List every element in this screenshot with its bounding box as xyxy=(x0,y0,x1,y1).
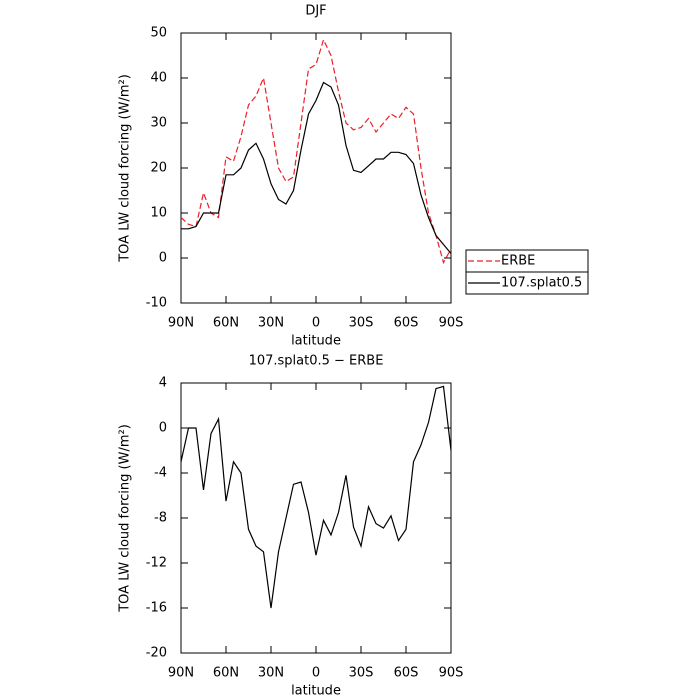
x-tick-label: 30S xyxy=(349,316,374,331)
y-tick-label: -4 xyxy=(154,466,167,481)
y-tick-label: -16 xyxy=(146,601,167,616)
legend-label: ERBE xyxy=(501,254,535,269)
y-axis-label: TOA LW cloud forcing (W/m²) xyxy=(118,74,133,263)
chart-title: DJF xyxy=(305,4,326,19)
x-tick-label: 30N xyxy=(258,666,284,681)
y-tick-label: -12 xyxy=(146,556,167,571)
y-tick-label: 4 xyxy=(159,376,167,391)
y-tick-label: 30 xyxy=(150,116,167,131)
y-tick-label: -10 xyxy=(146,296,167,311)
x-tick-label: 60S xyxy=(394,316,419,331)
y-tick-label: 40 xyxy=(150,71,167,86)
legend-label: 107.splat0.5 xyxy=(501,276,582,291)
x-tick-label: 0 xyxy=(312,316,320,331)
x-tick-label: 30N xyxy=(258,316,284,331)
y-tick-label: 50 xyxy=(150,26,167,41)
series-line xyxy=(180,38,452,265)
y-tick-label: 0 xyxy=(159,251,167,266)
y-tick-label: 10 xyxy=(150,206,167,221)
plot-frame xyxy=(180,382,452,654)
chart-title: 107.splat0.5 − ERBE xyxy=(249,354,384,369)
series-line xyxy=(180,385,452,609)
y-tick-label: -8 xyxy=(154,511,167,526)
series-line xyxy=(181,81,452,254)
x-axis-label: latitude xyxy=(291,334,341,349)
x-tick-label: 0 xyxy=(312,666,320,681)
x-tick-label: 30S xyxy=(349,666,374,681)
x-tick-label: 90S xyxy=(439,666,464,681)
x-axis-label: latitude xyxy=(291,684,341,699)
y-tick-label: -20 xyxy=(146,646,167,661)
x-tick-label: 90S xyxy=(439,316,464,331)
plot-frame xyxy=(180,32,452,304)
x-tick-label: 90N xyxy=(168,666,194,681)
x-tick-label: 60S xyxy=(394,666,419,681)
y-tick-label: 0 xyxy=(159,421,167,436)
x-tick-label: 60N xyxy=(213,666,239,681)
x-tick-label: 90N xyxy=(168,316,194,331)
y-axis-label: TOA LW cloud forcing (W/m²) xyxy=(118,424,133,613)
x-tick-label: 60N xyxy=(213,316,239,331)
y-tick-label: 20 xyxy=(150,161,167,176)
